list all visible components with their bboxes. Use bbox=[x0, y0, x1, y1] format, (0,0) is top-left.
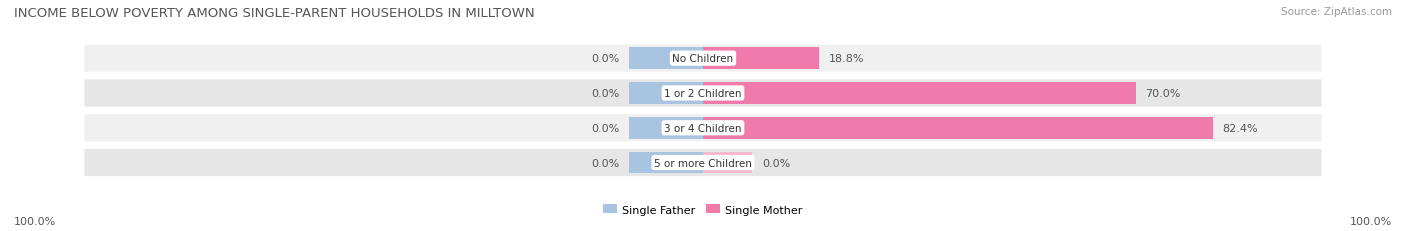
Bar bbox=[703, 48, 820, 70]
Bar bbox=[628, 118, 703, 139]
Text: 0.0%: 0.0% bbox=[592, 158, 620, 168]
Text: 0.0%: 0.0% bbox=[592, 88, 620, 99]
Text: 70.0%: 70.0% bbox=[1146, 88, 1181, 99]
FancyBboxPatch shape bbox=[84, 115, 1322, 142]
Bar bbox=[703, 118, 1213, 139]
Text: 82.4%: 82.4% bbox=[1222, 123, 1257, 133]
Text: Source: ZipAtlas.com: Source: ZipAtlas.com bbox=[1281, 7, 1392, 17]
Text: 18.8%: 18.8% bbox=[828, 54, 865, 64]
Text: No Children: No Children bbox=[672, 54, 734, 64]
Bar bbox=[628, 48, 703, 70]
Text: 0.0%: 0.0% bbox=[592, 123, 620, 133]
Legend: Single Father, Single Mother: Single Father, Single Mother bbox=[599, 200, 807, 219]
FancyBboxPatch shape bbox=[84, 149, 1322, 176]
Text: 0.0%: 0.0% bbox=[762, 158, 790, 168]
FancyBboxPatch shape bbox=[84, 80, 1322, 107]
Text: 100.0%: 100.0% bbox=[1350, 216, 1392, 226]
FancyBboxPatch shape bbox=[84, 46, 1322, 73]
Bar bbox=[628, 152, 703, 174]
Text: 1 or 2 Children: 1 or 2 Children bbox=[664, 88, 742, 99]
Bar bbox=[703, 83, 1136, 104]
Bar bbox=[703, 152, 752, 174]
Bar bbox=[628, 83, 703, 104]
Text: INCOME BELOW POVERTY AMONG SINGLE-PARENT HOUSEHOLDS IN MILLTOWN: INCOME BELOW POVERTY AMONG SINGLE-PARENT… bbox=[14, 7, 534, 20]
Text: 100.0%: 100.0% bbox=[14, 216, 56, 226]
Text: 0.0%: 0.0% bbox=[592, 54, 620, 64]
Text: 5 or more Children: 5 or more Children bbox=[654, 158, 752, 168]
Text: 3 or 4 Children: 3 or 4 Children bbox=[664, 123, 742, 133]
